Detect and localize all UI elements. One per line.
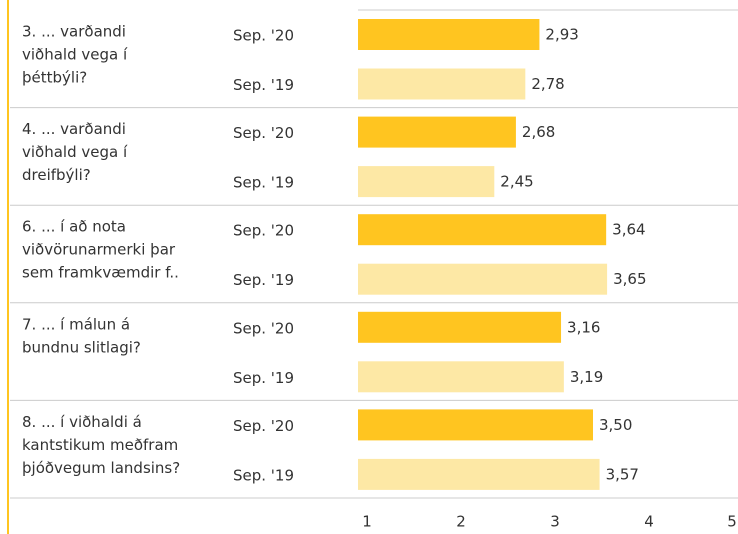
- bar: [358, 361, 564, 393]
- category-label: bundnu slitlagi?: [22, 338, 141, 356]
- bar: [358, 166, 495, 198]
- value-label: 2,78: [531, 75, 564, 93]
- bar: [358, 311, 562, 343]
- bar: [358, 68, 526, 100]
- series-label: Sep. '20: [233, 417, 294, 435]
- series-label: Sep. '20: [233, 27, 294, 45]
- category-label: 4. ... varðandi: [22, 120, 126, 138]
- value-label: 3,19: [570, 368, 603, 386]
- series-label: Sep. '20: [233, 124, 294, 142]
- category-label: 7. ... í málun á: [22, 315, 130, 333]
- x-tick-label: 2: [456, 513, 466, 531]
- left-accent: [7, 0, 9, 534]
- category-label: þéttbýli?: [22, 69, 87, 87]
- series-label: Sep. '19: [233, 369, 294, 387]
- x-tick-label: 3: [550, 513, 560, 531]
- bar: [358, 263, 608, 295]
- category-label: viðhald vega í: [22, 46, 128, 64]
- category-label: viðhald vega í: [22, 143, 128, 161]
- series-label: Sep. '20: [233, 222, 294, 240]
- series-label: Sep. '20: [233, 319, 294, 337]
- value-label: 3,65: [613, 270, 646, 288]
- value-label: 2,93: [545, 26, 578, 44]
- value-label: 3,57: [606, 465, 639, 483]
- bar: [358, 19, 540, 50]
- series-label: Sep. '19: [233, 271, 294, 289]
- series-label: Sep. '19: [233, 466, 294, 484]
- value-label: 3,50: [599, 416, 632, 434]
- category-label: þjóðvegum landsins?: [22, 459, 180, 477]
- x-tick-label: 4: [644, 513, 654, 531]
- x-tick-label: 5: [727, 513, 737, 531]
- value-label: 3,16: [567, 318, 600, 336]
- value-label: 3,64: [612, 221, 645, 239]
- bar: [358, 458, 600, 490]
- value-label: 2,68: [522, 123, 555, 141]
- category-label: dreifbýli?: [22, 166, 91, 184]
- category-label: sem framkvæmdir f..: [22, 264, 179, 282]
- bar: [358, 214, 607, 246]
- bar: [358, 409, 593, 441]
- category-label: 3. ... varðandi: [22, 23, 126, 41]
- category-label: kantstikum meðfram: [22, 436, 178, 454]
- category-label: 8. ... í viðhaldi á: [22, 413, 142, 431]
- value-label: 2,45: [500, 173, 533, 191]
- category-label: viðvörunarmerki þar: [22, 241, 176, 259]
- series-label: Sep. '19: [233, 76, 294, 94]
- x-tick-label: 1: [362, 513, 372, 531]
- series-label: Sep. '19: [233, 174, 294, 192]
- category-label: 6. ... í að nota: [22, 218, 126, 236]
- bar: [358, 116, 516, 148]
